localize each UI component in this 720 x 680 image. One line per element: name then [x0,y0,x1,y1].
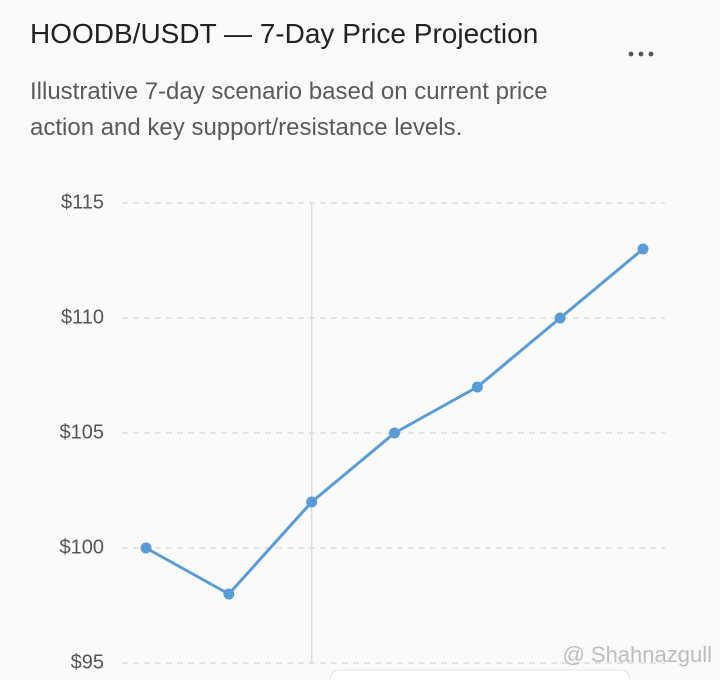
data-point [306,496,318,508]
more-menu[interactable] [628,51,654,57]
data-point [637,243,649,255]
y-tick-label: $100 [60,536,105,558]
menu-dot [638,51,644,57]
chart-title: HOODB/USDT — 7-Day Price Projection [30,18,539,49]
series-line [145,247,644,596]
y-tick-label: $115 [61,191,104,213]
chart-subtitle: Illustrative 7-day scenario based on cur… [30,78,548,141]
tooltip-box [329,669,631,680]
menu-dot [648,51,654,57]
y-tick-label: $95 [71,651,104,673]
data-point [223,588,235,600]
watermark: @ Shahnazgull [562,642,712,667]
y-tick-label: $110 [61,306,104,328]
data-point [389,427,400,439]
data-point [140,542,152,554]
y-tick-label: $105 [60,421,105,443]
data-point [471,381,483,393]
data-point [554,312,566,324]
menu-dot [628,51,634,57]
